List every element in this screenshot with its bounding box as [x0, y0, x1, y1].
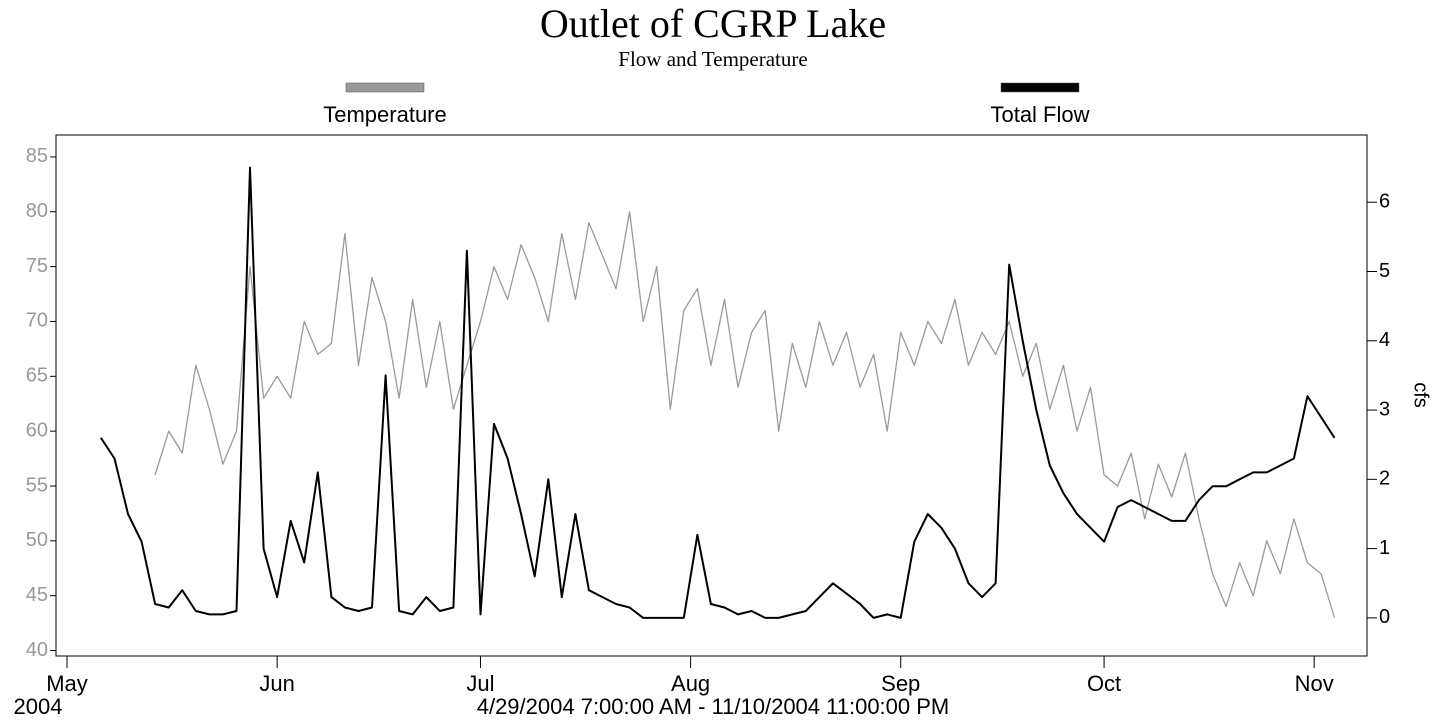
- y-tick-label: 65: [26, 365, 48, 387]
- series-line: [154, 211, 1336, 618]
- x-tick-label: Jul: [466, 671, 494, 696]
- y2-tick-label: 0: [1379, 606, 1390, 628]
- y2-tick-label: 5: [1379, 260, 1390, 282]
- y-tick-label: 45: [26, 584, 48, 606]
- x-tick-label: Jun: [259, 671, 294, 696]
- y2-tick-label: 3: [1379, 398, 1390, 420]
- y-tick-label: 50: [26, 529, 48, 551]
- legend-label: Temperature: [323, 102, 447, 127]
- y-tick-label: 55: [26, 474, 48, 496]
- x-tick-label: May: [46, 671, 88, 696]
- y2-tick-label: 4: [1379, 329, 1390, 351]
- y-tick-label: 70: [26, 310, 48, 332]
- y2-tick-label: 6: [1379, 190, 1390, 212]
- x-tick-label: Oct: [1087, 671, 1121, 696]
- x-tick-label: Aug: [671, 671, 710, 696]
- plot-frame: [55, 134, 1368, 657]
- y-tick-label: 85: [26, 145, 48, 167]
- y2-axis-label: cfs: [1410, 382, 1432, 408]
- x-tick-label: Sep: [881, 671, 920, 696]
- x-axis-label: 4/29/2004 7:00:00 AM - 11/10/2004 11:00:…: [477, 694, 950, 719]
- y-tick-label: 40: [26, 639, 48, 661]
- legend-swatch: [345, 82, 425, 93]
- y-tick-label: 75: [26, 255, 48, 277]
- y2-tick-label: 1: [1379, 537, 1390, 559]
- chart-title: Outlet of CGRP Lake: [540, 1, 886, 46]
- legend-label: Total Flow: [990, 102, 1089, 127]
- x-tick-label: Nov: [1295, 671, 1334, 696]
- legend-swatch: [1000, 82, 1080, 93]
- x-year-label: 2004: [14, 694, 63, 719]
- series-line: [100, 166, 1336, 619]
- y2-tick-label: 2: [1379, 468, 1390, 490]
- chart-subtitle: Flow and Temperature: [618, 47, 807, 71]
- y-tick-label: 80: [26, 200, 48, 222]
- y-tick-label: 60: [26, 419, 48, 441]
